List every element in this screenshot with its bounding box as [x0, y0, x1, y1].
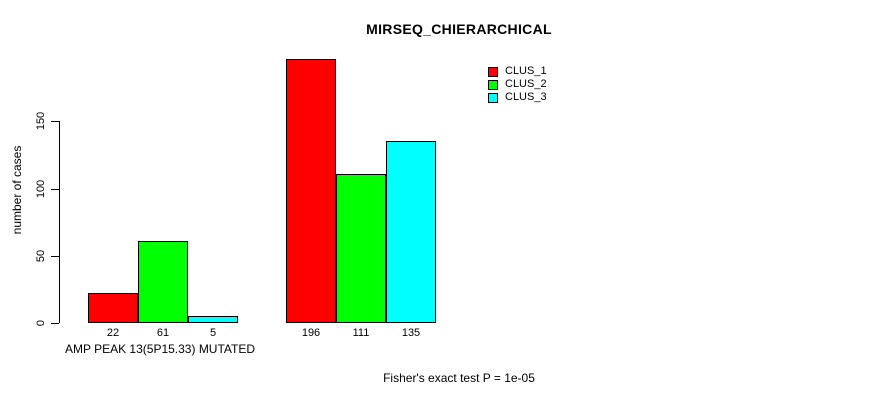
bar-clus_3-group2 [386, 141, 436, 323]
legend-label: CLUS_1 [505, 65, 547, 77]
chart-title: MIRSEQ_CHIERARCHICAL [366, 21, 552, 37]
legend-row: CLUS_3 [488, 92, 547, 103]
bar-value-label: 111 [352, 327, 370, 339]
bar-value-label: 196 [301, 327, 321, 339]
bar-clus_2-group2 [336, 174, 386, 323]
legend: CLUS_1 CLUS_2 CLUS_3 [488, 66, 547, 103]
legend-label: CLUS_2 [505, 78, 547, 90]
y-tick-label: 0 [35, 319, 47, 327]
bar-clus_2-group1 [138, 241, 188, 323]
legend-row: CLUS_2 [488, 79, 547, 90]
legend-swatch-clus_3 [488, 92, 498, 103]
bar-clus_1-group2 [286, 59, 336, 323]
fisher-test-annotation: Fisher's exact test P = 1e-05 [383, 371, 535, 385]
bar-value-label: 5 [209, 327, 217, 339]
y-tick [51, 256, 59, 257]
bar-clus_3-group1 [188, 316, 238, 323]
legend-row: CLUS_1 [488, 66, 547, 77]
y-tick-label: 50 [35, 249, 47, 263]
y-tick-label: 100 [35, 179, 47, 199]
legend-swatch-clus_2 [488, 79, 498, 90]
y-tick [51, 323, 59, 324]
bar-clus_1-group1 [88, 293, 138, 323]
bar-value-label: 61 [156, 327, 170, 339]
y-tick [51, 189, 59, 190]
bar-value-label: 22 [106, 327, 120, 339]
bar-value-label: 135 [401, 327, 421, 339]
x-category-label: AMP PEAK 13(5P15.33) MUTATED [64, 342, 256, 356]
y-tick-label: 150 [35, 111, 47, 131]
legend-label: CLUS_3 [505, 91, 547, 103]
y-axis-title: number of cases [10, 145, 24, 235]
legend-swatch-clus_1 [488, 66, 498, 77]
y-axis-line [59, 121, 60, 323]
y-tick [51, 121, 59, 122]
